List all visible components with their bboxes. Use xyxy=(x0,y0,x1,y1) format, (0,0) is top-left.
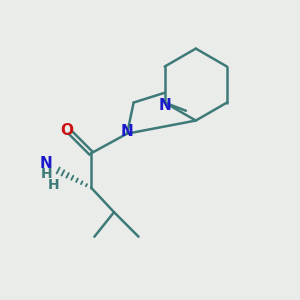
Text: H: H xyxy=(40,167,52,181)
Text: H: H xyxy=(48,178,59,192)
Text: N: N xyxy=(121,124,134,139)
Text: O: O xyxy=(61,123,74,138)
Text: N: N xyxy=(40,156,53,171)
Text: N: N xyxy=(158,98,171,113)
